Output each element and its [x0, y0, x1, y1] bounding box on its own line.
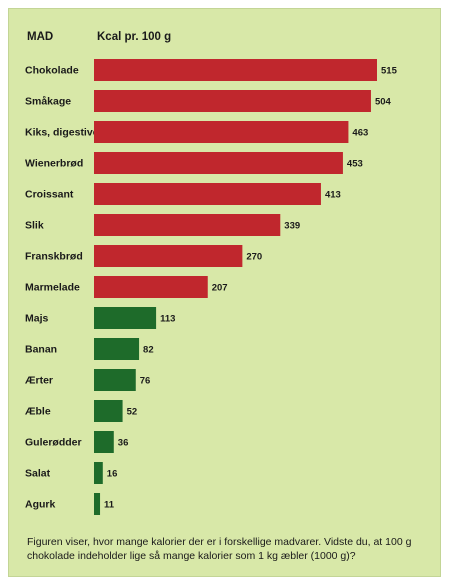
bar [94, 276, 208, 298]
figure-caption: Figuren viser, hvor mange kalorier der e… [27, 536, 412, 562]
category-label: Slik [25, 220, 44, 232]
bar [94, 338, 140, 360]
value-label: 52 [127, 407, 138, 418]
value-column-header: Kcal pr. 100 g [97, 31, 172, 43]
bar [94, 431, 114, 453]
category-label: Agurk [25, 499, 55, 511]
bar [94, 90, 371, 112]
value-label: 270 [246, 252, 262, 263]
value-label: 36 [118, 438, 129, 449]
category-label: Chokolade [25, 65, 79, 77]
category-column-header: MAD [27, 31, 54, 43]
value-label: 11 [104, 500, 115, 511]
bar [94, 400, 123, 422]
category-label: Kiks, digestive [25, 127, 99, 139]
category-label: Småkage [25, 96, 71, 108]
category-label: Franskbrød [25, 251, 83, 263]
value-label: 515 [381, 66, 398, 77]
value-label: 76 [140, 376, 151, 387]
category-label: Salat [25, 468, 51, 480]
category-label: Æble [25, 406, 51, 418]
bar [94, 214, 281, 236]
chart-panel: MAD Kcal pr. 100 g Chokolade 515 Småkage 50… [8, 8, 441, 577]
value-label: 504 [375, 97, 392, 108]
value-label: 463 [352, 128, 368, 139]
category-label: Banan [25, 344, 57, 356]
category-label: Gulerødder [25, 437, 82, 449]
category-label: Ærter [25, 375, 53, 387]
value-label: 207 [212, 283, 228, 294]
value-label: 113 [160, 314, 175, 325]
bar [94, 245, 243, 267]
bar [94, 59, 377, 81]
bar-chart: Chokolade 515 Småkage 504 Kiks, digestive 463… [25, 59, 398, 515]
value-label: 453 [347, 159, 363, 170]
bar [94, 493, 101, 515]
bar [94, 369, 136, 391]
value-label: 413 [325, 190, 341, 201]
value-label: 82 [143, 345, 154, 356]
value-label: 339 [284, 221, 300, 232]
category-label: Marmelade [25, 282, 80, 294]
bar [94, 307, 157, 329]
bar [94, 152, 343, 174]
bar [94, 183, 321, 205]
bar [94, 121, 349, 143]
bar [94, 462, 103, 484]
category-label: Wienerbrød [25, 158, 83, 170]
category-label: Croissant [25, 189, 74, 201]
value-label: 16 [107, 469, 118, 480]
category-label: Majs [25, 313, 49, 325]
